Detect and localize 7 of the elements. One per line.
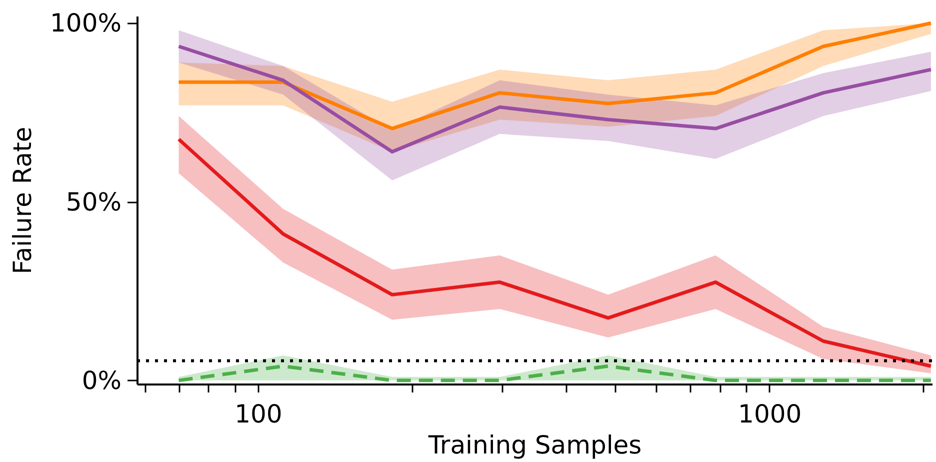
x-axis-title: Training Samples: [427, 430, 642, 460]
y-tick-label: 100%: [50, 8, 122, 38]
x-tick-label: 100: [234, 400, 282, 428]
y-tick-label: 0%: [82, 366, 122, 395]
y-tick-label: 50%: [66, 187, 122, 216]
y-axis-title: Failure Rate: [8, 126, 38, 274]
x-tick-label: 1000: [738, 400, 802, 428]
